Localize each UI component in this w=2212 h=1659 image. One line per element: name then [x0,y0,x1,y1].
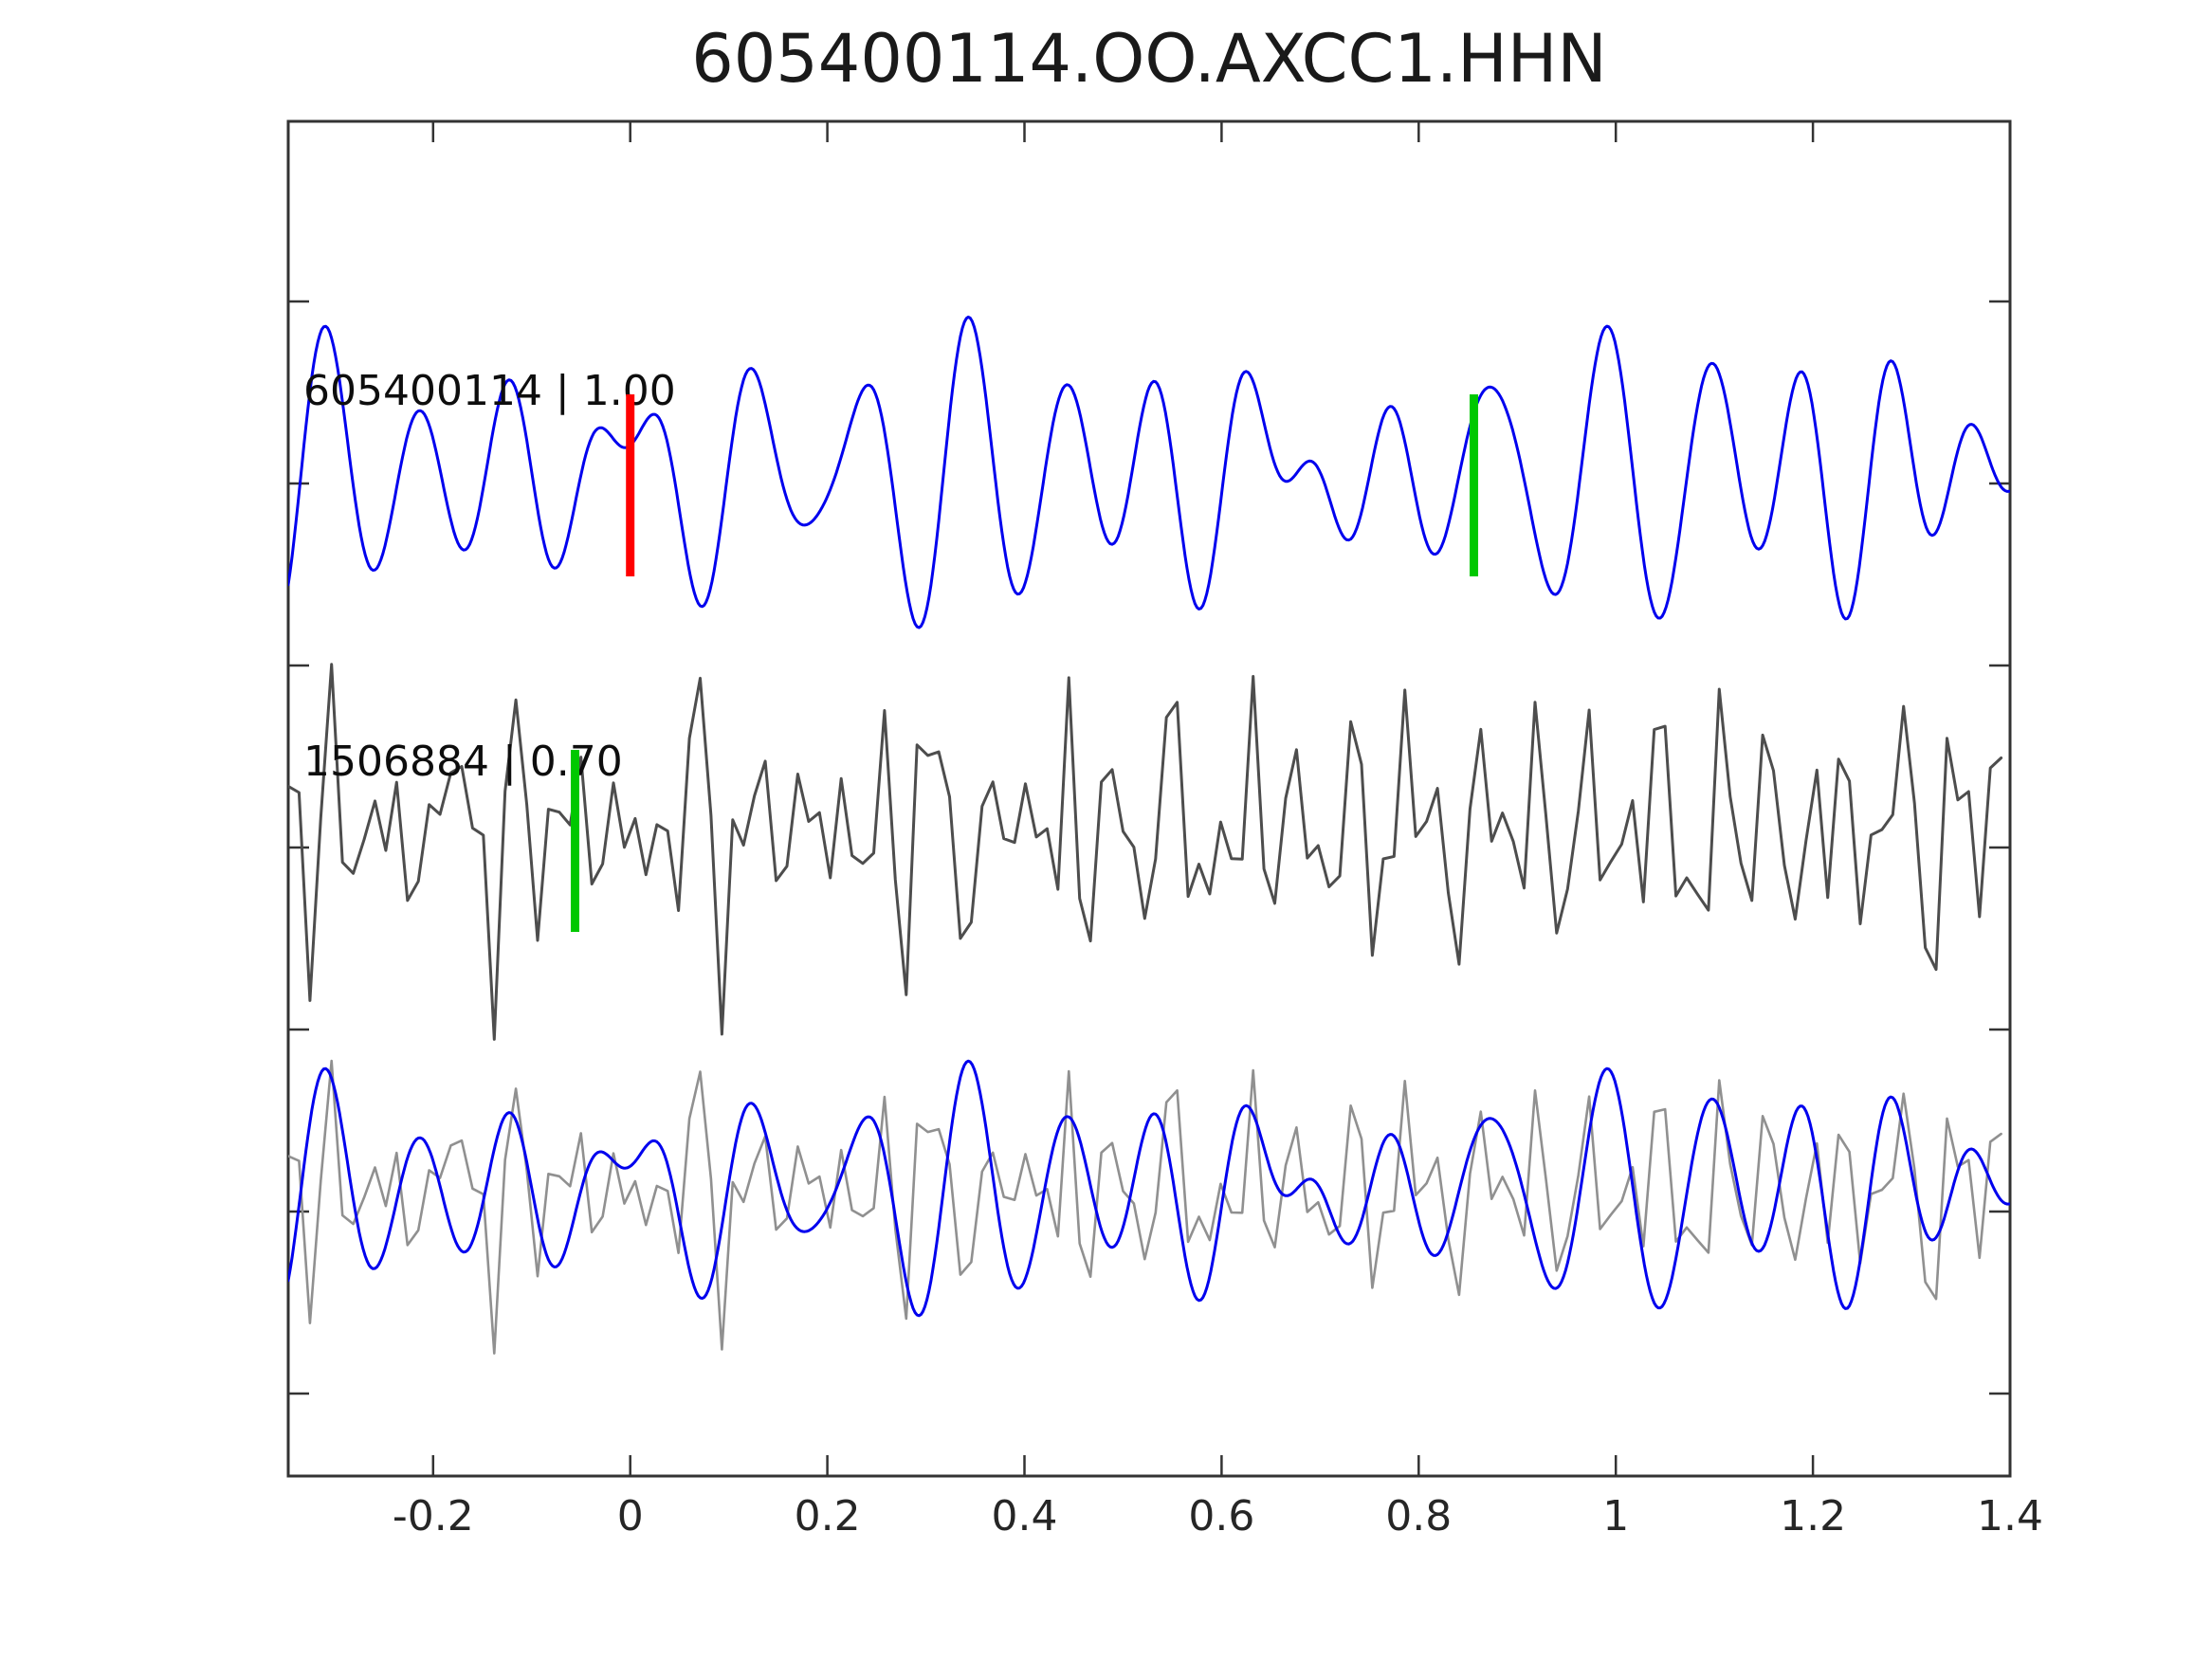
plot-frame [286,119,2012,1478]
trace-event_605400114-row2 [288,1059,2010,1318]
chart-title: 605400114.OO.AXCC1.HHN [691,20,1607,98]
reference-marker [626,394,635,576]
x-tick-label: 1 [1602,1492,1629,1540]
markers-layer [570,394,1479,932]
trace-event_1506884-row2 [288,1059,2002,1355]
pick-marker [570,750,579,932]
traces-layer [288,315,2010,1355]
pick-marker [1470,394,1479,576]
x-tick-label: 0.4 [992,1492,1058,1540]
x-tick-label: 1.4 [1977,1492,2043,1540]
x-tick-label: 0.8 [1385,1492,1452,1540]
x-tick-label: 0 [617,1492,644,1540]
x-tick-label: -0.2 [393,1492,474,1540]
trace-label-template: 605400114 | 1.00 [303,367,676,415]
labels-layer: 605400114 | 1.00 1506884 | 0.70 [303,367,676,786]
axes-layer: -0.2 0 0.2 0.4 0.6 0.8 1 1.2 1.4 [286,119,2043,1540]
trace-label-detection: 1506884 | 0.70 [303,738,623,786]
trace-event_1506884-row1 [288,663,2003,1041]
trace-event_605400114-row0 [288,315,2010,629]
x-tick-label: 1.2 [1780,1492,1846,1540]
x-tick-label: 0.2 [795,1492,861,1540]
x-tick-label: 0.6 [1188,1492,1254,1540]
